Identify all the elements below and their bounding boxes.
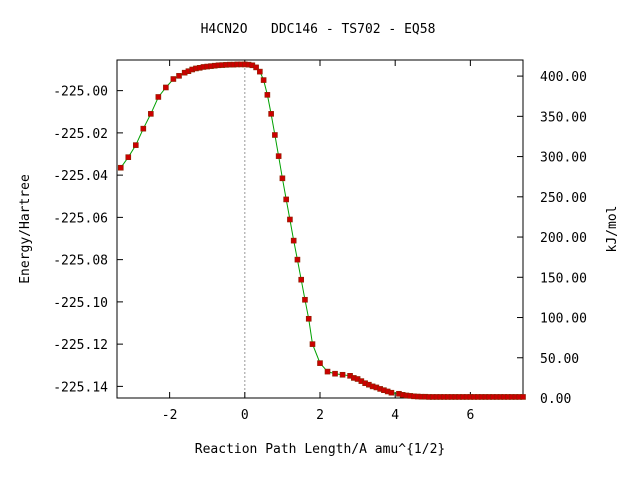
data-point [125, 154, 132, 160]
data-point [264, 92, 271, 98]
data-point [305, 315, 312, 322]
y2-axis-label: kJ/mol [605, 206, 620, 253]
x-tick-label: 6 [466, 408, 474, 423]
y2-tick-label: 50.00 [540, 352, 579, 367]
y2-tick-label: 250.00 [540, 191, 587, 206]
y2-tick-label: 150.00 [540, 271, 587, 286]
data-point [257, 68, 263, 75]
data-point [388, 389, 395, 396]
data-point [140, 125, 147, 132]
data-point [163, 84, 169, 91]
data-point [132, 142, 139, 148]
plot-area: -2 0 2 4 6 -225.00 -225.02 -225.04 -225.06 -225.0… [53, 59, 587, 423]
data-point [287, 216, 293, 223]
data-point [294, 256, 301, 263]
y-tick-label: -225.12 [53, 338, 108, 353]
data-point [155, 94, 162, 100]
data-point [298, 276, 305, 283]
data-point [260, 77, 267, 83]
x-tick-label: 2 [316, 408, 324, 423]
y-tick-label: -225.04 [53, 169, 108, 184]
data-point [170, 76, 177, 82]
series-line [120, 63, 523, 398]
data-point [279, 175, 286, 182]
chart-title: H4CN2O DDC146 - TS702 - EQ58 [201, 22, 436, 37]
y2-tick-label: 300.00 [540, 151, 587, 166]
data-point [268, 111, 274, 117]
y2-tick-label: 200.00 [540, 231, 587, 246]
y-tick-label: -225.08 [53, 254, 108, 269]
x-tick-label: 0 [241, 408, 249, 423]
y-tick-label: -225.10 [53, 296, 108, 311]
data-point [272, 132, 278, 138]
data-point [148, 111, 154, 117]
y2-tick-label: 100.00 [540, 312, 587, 327]
y-tick-label: -225.14 [53, 380, 108, 395]
plot-frame [116, 59, 524, 399]
x-tick-label: -2 [162, 408, 178, 423]
y2-tick-label: 400.00 [540, 70, 587, 85]
data-point [275, 153, 282, 159]
y2-tick-label: 350.00 [540, 110, 587, 125]
data-point [332, 370, 338, 377]
y-tick-label: -225.00 [53, 85, 108, 100]
data-point [253, 64, 259, 71]
data-point [324, 368, 331, 375]
data-point [117, 164, 124, 171]
data-point [339, 371, 346, 378]
data-point [302, 296, 308, 303]
y2-tick-label: 0.00 [540, 392, 571, 407]
data-point [520, 394, 526, 400]
y-tick-label: -225.02 [53, 127, 108, 142]
y-tick-label: -225.06 [53, 211, 108, 226]
x-axis-label: Reaction Path Length/A amu^{1/2} [195, 442, 445, 457]
data-point [283, 196, 289, 203]
x-tick-label: 4 [391, 408, 399, 423]
data-point [309, 341, 316, 347]
y-axis-label: Energy/Hartree [18, 174, 33, 284]
data-point [317, 360, 323, 366]
data-point [290, 237, 297, 244]
data-point [176, 73, 182, 79]
